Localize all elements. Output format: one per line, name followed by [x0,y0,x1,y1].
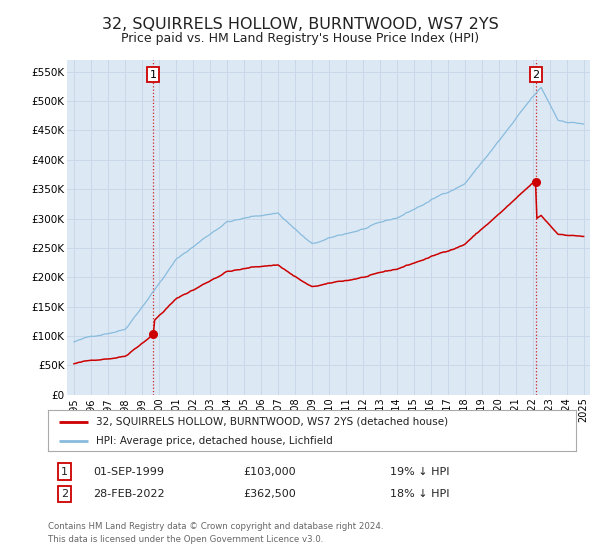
Text: 1: 1 [61,466,68,477]
Text: 1: 1 [150,69,157,80]
Text: 01-SEP-1999: 01-SEP-1999 [94,466,164,477]
Text: £103,000: £103,000 [244,466,296,477]
Text: 32, SQUIRRELS HOLLOW, BURNTWOOD, WS7 2YS: 32, SQUIRRELS HOLLOW, BURNTWOOD, WS7 2YS [101,17,499,32]
Text: 32, SQUIRRELS HOLLOW, BURNTWOOD, WS7 2YS (detached house): 32, SQUIRRELS HOLLOW, BURNTWOOD, WS7 2YS… [95,417,448,427]
Text: HPI: Average price, detached house, Lichfield: HPI: Average price, detached house, Lich… [95,436,332,446]
Text: Price paid vs. HM Land Registry's House Price Index (HPI): Price paid vs. HM Land Registry's House … [121,32,479,45]
Text: 28-FEB-2022: 28-FEB-2022 [93,489,165,499]
Text: 2: 2 [532,69,539,80]
Text: 19% ↓ HPI: 19% ↓ HPI [390,466,450,477]
Text: 2: 2 [61,489,68,499]
Text: This data is licensed under the Open Government Licence v3.0.: This data is licensed under the Open Gov… [48,535,323,544]
Text: £362,500: £362,500 [244,489,296,499]
Text: Contains HM Land Registry data © Crown copyright and database right 2024.: Contains HM Land Registry data © Crown c… [48,522,383,531]
Text: 18% ↓ HPI: 18% ↓ HPI [390,489,450,499]
